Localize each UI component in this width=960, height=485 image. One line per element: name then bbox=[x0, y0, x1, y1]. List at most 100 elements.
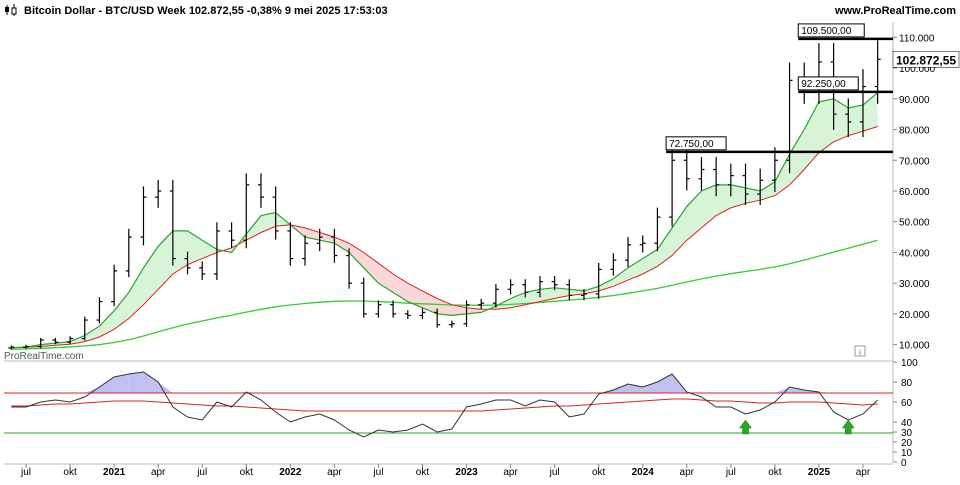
price-tick-label: 20.000 bbox=[899, 310, 930, 321]
x-tick-label: jul bbox=[372, 467, 383, 478]
osc-fill-segment bbox=[657, 374, 673, 393]
x-tick-label: jul bbox=[20, 467, 31, 478]
ma-fill-segment bbox=[657, 227, 673, 267]
price-tick-label: 110.000 bbox=[899, 33, 935, 44]
x-tick-label: 2025 bbox=[808, 467, 831, 478]
last-price-box bbox=[892, 51, 960, 68]
x-tick-label: apr bbox=[327, 467, 342, 478]
x-tick-label: 2022 bbox=[279, 467, 302, 478]
x-tick-label: 2021 bbox=[103, 467, 126, 478]
ma-fill-segment bbox=[789, 129, 805, 185]
ma-fill-segment bbox=[598, 278, 614, 291]
price-tick-label: 40.000 bbox=[899, 248, 930, 259]
osc-fill-segment bbox=[99, 377, 115, 393]
header-icon bbox=[5, 4, 17, 16]
ma-fill-segment bbox=[716, 184, 731, 216]
price-tick-label: 30.000 bbox=[899, 279, 930, 290]
osc-tick-label: 40 bbox=[901, 418, 913, 429]
x-tick-label: 2024 bbox=[632, 467, 655, 478]
price-tick-label: 60.000 bbox=[899, 187, 930, 198]
ma-fill-segment bbox=[143, 246, 159, 305]
price-tick-label: 70.000 bbox=[899, 156, 930, 167]
x-tick-label: apr bbox=[856, 467, 871, 478]
x-tick-label: okt bbox=[416, 467, 430, 478]
ma-fill-segment bbox=[848, 104, 863, 136]
ma-fill-segment bbox=[128, 267, 144, 319]
ma-fill-segment bbox=[525, 289, 540, 305]
x-tick-label: apr bbox=[680, 467, 695, 478]
brand-url[interactable]: www.ProRealTime.com bbox=[834, 5, 956, 17]
x-tick-label: okt bbox=[768, 467, 782, 478]
price-tick-label: 90.000 bbox=[899, 95, 930, 106]
ma-fill-segment bbox=[818, 98, 834, 153]
price-panel: 10.000 20.000 30.000 40.000 50.000 60.000 70.0… bbox=[4, 22, 960, 462]
x-axis: jul okt 2021 apr jul okt 2022 apr jul okt 2023 apr j… bbox=[4, 463, 893, 478]
ma-fill-segment bbox=[393, 273, 408, 302]
ma-fill-segment bbox=[833, 98, 849, 142]
x-tick-label: jul bbox=[196, 467, 207, 478]
level-label-box bbox=[797, 23, 865, 38]
x-tick-label: jul bbox=[549, 467, 560, 478]
level-label: 92.250,00 bbox=[801, 79, 846, 90]
osc-fill-segment bbox=[642, 382, 658, 393]
osc-tick-label: 80 bbox=[901, 378, 913, 389]
x-tick-label: apr bbox=[503, 467, 518, 478]
ma-fill-segment bbox=[99, 310, 115, 337]
x-tick-label: okt bbox=[592, 467, 606, 478]
svg-text:i: i bbox=[859, 348, 861, 357]
osc-fill-segment bbox=[143, 372, 159, 393]
price-tick-label: 80.000 bbox=[899, 126, 930, 137]
ma-fill-segment bbox=[628, 258, 643, 281]
x-tick-label: okt bbox=[240, 467, 254, 478]
level-label-box bbox=[797, 76, 859, 91]
ma-fill-segment bbox=[187, 230, 203, 265]
osc-line bbox=[11, 371, 879, 438]
ma-fill-segment bbox=[774, 154, 790, 196]
ma-fill-segment bbox=[349, 243, 364, 268]
ma-fill-segment bbox=[334, 237, 350, 253]
info-icon[interactable]: i bbox=[854, 345, 866, 357]
osc-tick-label: 60 bbox=[901, 398, 913, 409]
osc-fill-segment bbox=[84, 387, 100, 393]
osc-tick-label: 30 bbox=[901, 428, 913, 439]
ma-fill-segment bbox=[363, 252, 379, 284]
price-tick-label: 50.000 bbox=[899, 218, 930, 229]
level-label-box bbox=[665, 136, 727, 151]
ma-fill-segment bbox=[172, 230, 188, 274]
osc-fill-segment bbox=[789, 387, 805, 393]
ma-fill-segment bbox=[305, 227, 320, 241]
ma-fill-segment bbox=[760, 181, 775, 201]
osc-fill-segment bbox=[613, 384, 629, 393]
ma-fill-segment bbox=[672, 206, 687, 256]
ma-fill-segment bbox=[437, 298, 452, 316]
ma-long-line bbox=[11, 239, 878, 350]
ma-fill-segment bbox=[539, 287, 555, 302]
x-tick-label: apr bbox=[151, 467, 166, 478]
ma-short-line bbox=[11, 92, 879, 349]
x-tick-label: jul bbox=[725, 467, 736, 478]
osc-tick-label: 0 bbox=[901, 458, 907, 469]
osc-tick-label: 100 bbox=[901, 358, 918, 369]
price-tick-label: 100.000 bbox=[899, 64, 936, 75]
osc-signal-line bbox=[11, 398, 878, 412]
ma-fill-segment bbox=[114, 292, 129, 330]
osc-fill-segment bbox=[128, 372, 144, 393]
price-tick-label: 10.000 bbox=[899, 341, 930, 352]
buy-arrow-icon bbox=[739, 419, 753, 435]
chart-title: Bitcoin Dollar - BTC/USD Week 102.872,55… bbox=[24, 5, 388, 17]
x-tick-label: okt bbox=[63, 467, 77, 478]
ma-fill-segment bbox=[495, 298, 511, 310]
ma-fill-segment bbox=[158, 230, 173, 290]
ma-fill-segment bbox=[745, 187, 761, 204]
x-tick-label: 2023 bbox=[455, 467, 478, 478]
ma-fill-segment bbox=[701, 184, 717, 228]
osc-fill-segment bbox=[158, 382, 173, 393]
osc-tick-label: 10 bbox=[901, 448, 913, 459]
watermark: ProRealTime.com bbox=[4, 351, 84, 362]
ma-fill-segment bbox=[730, 184, 746, 208]
buy-arrow-icon bbox=[841, 419, 855, 435]
last-price-label: 102.872,55 bbox=[896, 53, 956, 67]
